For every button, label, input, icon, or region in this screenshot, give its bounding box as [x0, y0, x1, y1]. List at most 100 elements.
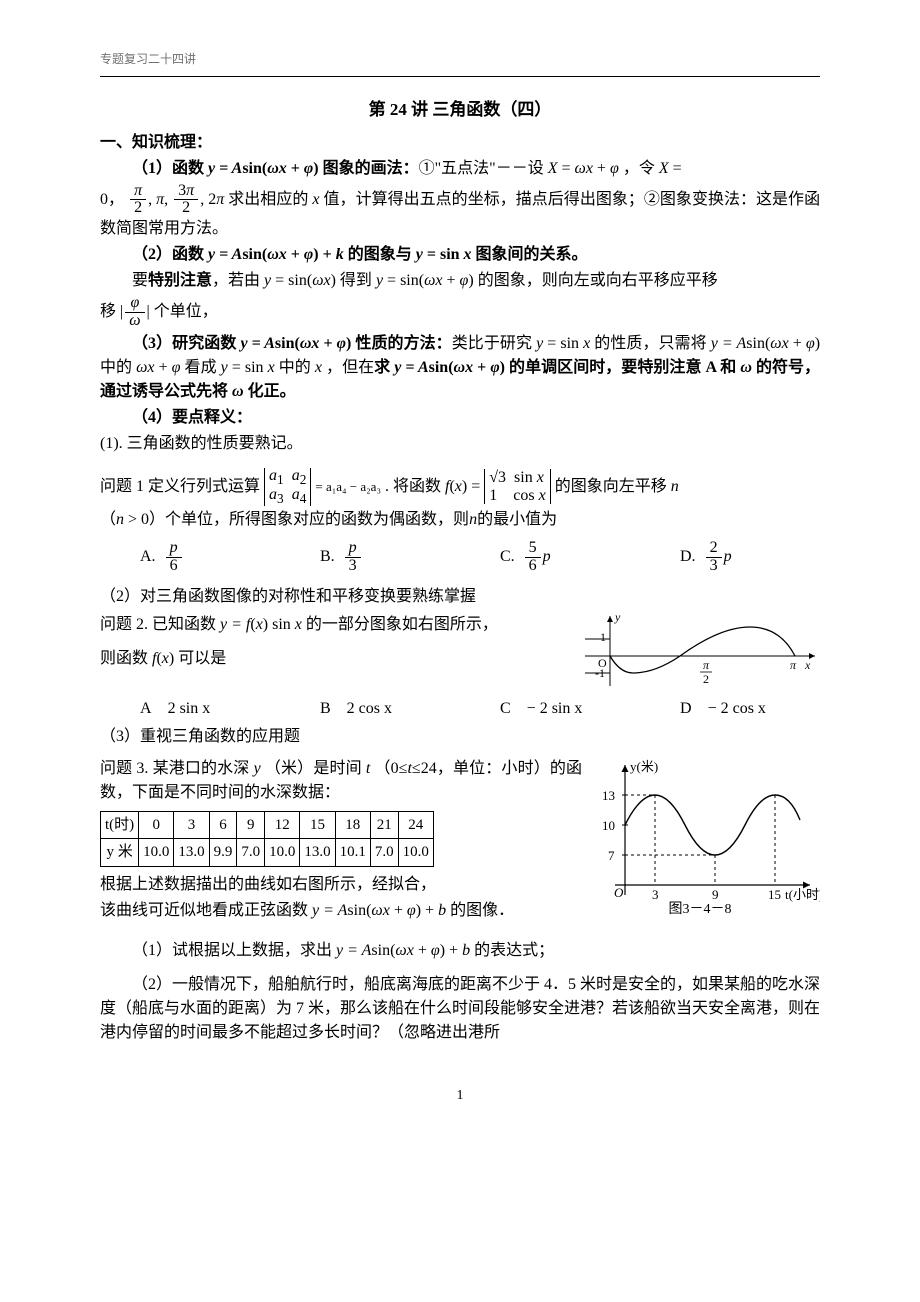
- cell: 10.0: [398, 839, 433, 867]
- p3a: （3）研究函数: [132, 335, 236, 352]
- p3j: 的单调区间时，要特别注意 A 和: [509, 359, 736, 376]
- p3d: 的性质，只需将: [594, 335, 706, 352]
- p2-opt-a: A 2 sin x: [100, 697, 280, 721]
- p2a: （2）函数: [132, 246, 204, 263]
- svg-text:x: x: [804, 658, 811, 672]
- p1c: ①"五点法"－－设: [419, 160, 544, 177]
- p3b: 性质的方法：: [355, 335, 451, 352]
- series-header: 专题复习二十四讲: [100, 50, 820, 68]
- opt-d: D.23p: [640, 540, 820, 575]
- cell: 13.0: [300, 839, 335, 867]
- after-table: 根据上述数据描出的曲线如右图所示，经拟合，: [100, 873, 582, 897]
- p3e: 中的: [100, 359, 132, 376]
- svg-text:t(小时): t(小时): [785, 887, 820, 902]
- q2: （2）一般情况下，船舶航行时，船底离海底的距离不少于 4．5 米时是安全的，如果…: [100, 973, 820, 1045]
- th-t: t(时): [101, 811, 139, 839]
- p1e: 求出相应的: [228, 190, 308, 207]
- problem-1: 问题 1 定义行列式运算 a1 a2 a3 a4 = a₁a₄ − a₂a₃ .…: [100, 468, 820, 506]
- p3f: 看成: [185, 359, 217, 376]
- p2h: 的图象，则向左或向右平移应平移: [478, 272, 718, 289]
- problem-3: 问题 3. 某港口的水深 y （米）是时间 t （0≤t≤24，单位：小时）的函…: [100, 757, 582, 805]
- q1: （1）试根据以上数据，求出 y = Asin(ωx + φ) + b 的表达式；: [100, 939, 820, 963]
- p2-head: （2）对三角函数图像的对称性和平移变换要熟练掌握: [100, 585, 820, 609]
- page-title: 第 24 讲 三角函数（四）: [100, 97, 820, 123]
- p3c: 类比于研究: [452, 335, 532, 352]
- svg-text:π: π: [790, 658, 797, 672]
- svg-text:3: 3: [652, 887, 659, 902]
- p3-head: （3）重视三角函数的应用题: [100, 725, 820, 749]
- th: 0: [139, 811, 174, 839]
- para-2c: 移 |φω| 个单位，: [100, 295, 820, 330]
- th: 21: [370, 811, 398, 839]
- p2-opt-d: D − 2 cos x: [640, 697, 820, 721]
- para-1b: 0， π2, π, 3π2, 2π 求出相应的 x 值，计算得出五点的坐标，描点…: [100, 183, 820, 242]
- p2-opt-b: B 2 cos x: [280, 697, 460, 721]
- svg-text:图3－4－8: 图3－4－8: [669, 902, 732, 915]
- p3l: 化正。: [248, 383, 296, 400]
- table-row: y 米 10.0 13.0 9.9 7.0 10.0 13.0 10.1 7.0…: [101, 839, 434, 867]
- opt-a: A.p6: [100, 540, 280, 575]
- opt-b: B.p3: [280, 540, 460, 575]
- svg-text:π: π: [703, 658, 710, 672]
- problem-2b: 则函数 f(x) 可以是: [100, 647, 570, 671]
- opt-c: C.56p: [460, 540, 640, 575]
- cell: 7.0: [237, 839, 265, 867]
- th: 24: [398, 811, 433, 839]
- svg-text:1: 1: [600, 630, 606, 644]
- section-1-heading: 一、知识梳理：: [100, 131, 820, 155]
- p1a: （1）函数: [132, 160, 204, 177]
- p2i: 个单位，: [154, 303, 218, 320]
- th: 12: [265, 811, 300, 839]
- after-table-2: 该曲线可近似地看成正弦函数 y = Asin(ωx + φ) + b 的图像．: [100, 899, 582, 923]
- para-2b: 要特别注意，若由 y = sin(ωx) 得到 y = sin(ωx + φ) …: [100, 269, 820, 293]
- para-4-1: (1). 三角函数的性质要熟记。: [100, 432, 820, 456]
- p2-opt-c: C − 2 sin x: [460, 697, 640, 721]
- problem-2-options: A 2 sin x B 2 cos x C − 2 sin x D − 2 co…: [100, 697, 820, 721]
- th: 15: [300, 811, 335, 839]
- cell: 10.1: [335, 839, 370, 867]
- problem-1-options: A.p6 B.p3 C.56p D.23p: [100, 540, 820, 575]
- svg-text:2: 2: [703, 672, 709, 686]
- depth-chart: O y(米) 7 10 13 3 9 15 t(小时): [590, 755, 820, 915]
- inline-sine-graph: x y O 1 -1 π 2 π: [580, 611, 820, 691]
- row-label: y 米: [101, 839, 139, 867]
- p2b: 的图象与: [348, 246, 412, 263]
- svg-text:y: y: [614, 611, 621, 624]
- cell: 10.0: [265, 839, 300, 867]
- svg-text:y(米): y(米): [630, 759, 658, 774]
- p2f: ，若由: [212, 272, 260, 289]
- para-4: （4）要点释义：: [100, 406, 820, 430]
- page-number: 1: [100, 1085, 820, 1106]
- cell: 10.0: [139, 839, 174, 867]
- svg-text:10: 10: [602, 818, 615, 833]
- table-header-row: t(时) 0 3 6 9 12 15 18 21 24: [101, 811, 434, 839]
- para-3: （3）研究函数 y = Asin(ωx + φ) 性质的方法：类比于研究 y =…: [100, 332, 820, 404]
- para-1: （1）函数 y = Asin(ωx + φ) 图象的画法：①"五点法"－－设 X…: [100, 157, 820, 181]
- th: 18: [335, 811, 370, 839]
- cell: 13.0: [174, 839, 209, 867]
- fn1: y = A: [208, 160, 242, 177]
- depth-table: t(时) 0 3 6 9 12 15 18 21 24 y 米 10.0 13.…: [100, 811, 434, 867]
- problem-2: 问题 2. 已知函数 y = f(x) sin x 的一部分图象如右图所示，: [100, 613, 570, 637]
- p3i: 求: [374, 359, 390, 376]
- svg-text:15: 15: [768, 887, 781, 902]
- th: 6: [209, 811, 237, 839]
- svg-text:7: 7: [608, 848, 615, 863]
- cell: 7.0: [370, 839, 398, 867]
- p2e: 特别注意: [148, 272, 212, 289]
- p3g: 中的: [279, 359, 311, 376]
- svg-text:9: 9: [712, 887, 719, 902]
- p2g: 得到: [340, 272, 372, 289]
- p2d: 要: [132, 272, 148, 289]
- top-rule: [100, 76, 820, 77]
- svg-text:13: 13: [602, 788, 615, 803]
- svg-text:O: O: [614, 885, 624, 900]
- p1d: ，令: [623, 160, 655, 177]
- th: 9: [237, 811, 265, 839]
- p2c: 图象间的关系。: [476, 246, 588, 263]
- cell: 9.9: [209, 839, 237, 867]
- para-2: （2）函数 y = Asin(ωx + φ) + k 的图象与 y = sin …: [100, 243, 820, 267]
- p1b: 图象的画法：: [323, 160, 419, 177]
- problem-1b: （n > 0）个单位，所得图象对应的函数为偶函数，则n的最小值为: [100, 508, 820, 532]
- det-eq: = a₁a₄ − a₂a₃: [315, 479, 381, 494]
